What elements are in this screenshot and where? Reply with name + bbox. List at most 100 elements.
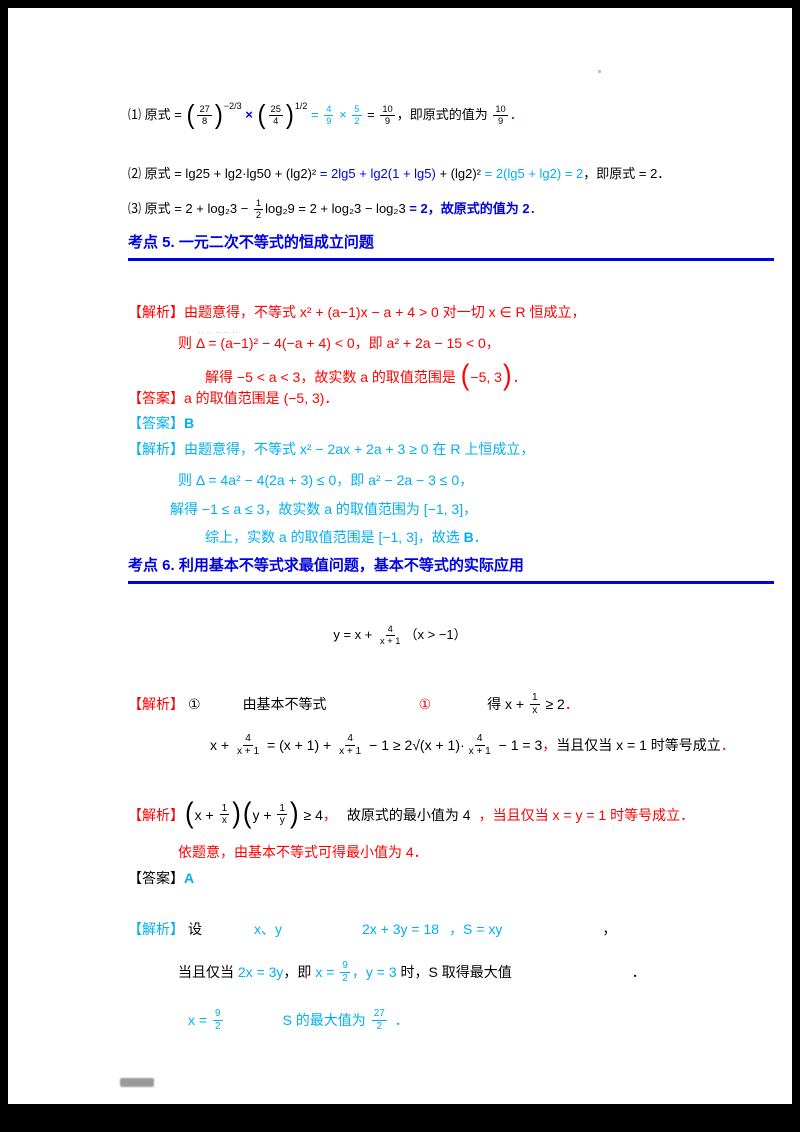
- big-paren: ): [285, 100, 294, 131]
- text-segment: + (lg2)²: [435, 166, 481, 181]
- document-page: [8, 8, 792, 1104]
- text-segment: − 1 ≥ 2: [365, 736, 413, 753]
- fraction-numerator: 4: [345, 733, 355, 746]
- fraction-denominator: 9: [384, 116, 391, 127]
- text-segment: 【答案】: [128, 415, 184, 431]
- text-segment: B: [463, 529, 474, 545]
- text-segment: ⑵ 原式 = lg25 + lg2·lg50 + (lg2)²: [128, 166, 317, 181]
- stray-mark: [598, 70, 601, 73]
- fraction-denominator: 8: [202, 116, 208, 127]
- text-segment: ≥ 4: [299, 806, 323, 823]
- answer-line-a: 【答案】 A: [128, 869, 194, 887]
- text-segment: 2x + 3y = 18: [362, 921, 440, 937]
- fraction-denominator: x + 1: [236, 745, 260, 757]
- calc-item-2: ⑵ 原式 = lg25 + lg2·lg50 + (lg2)² = 2lg5 +…: [128, 166, 670, 183]
- fraction: 27 2: [371, 1008, 387, 1032]
- text-segment: ．: [564, 695, 579, 712]
- analysis-cyan-4: 综上，实数 a 的取值范围是 [−1, 3]，故选 B ．: [205, 528, 488, 546]
- fraction-numerator: 4: [385, 624, 395, 636]
- analysis-cyan-3: 解得 −1 ≤ a ≤ 3，故实数 a 的取值范围为 [−1, 3]，: [170, 500, 477, 518]
- text-segment: ，当且仅当 x = y = 1 时等号成立．: [478, 806, 695, 823]
- text-segment: ．: [720, 736, 735, 753]
- fraction-denominator: 9: [326, 116, 332, 127]
- text-segment: 【解析】: [128, 806, 184, 823]
- text-segment: ．: [394, 1011, 409, 1028]
- text-segment: (x + 1)·: [419, 736, 465, 753]
- fraction-denominator: y: [279, 815, 285, 827]
- fraction: 25 4: [268, 104, 283, 127]
- fraction: 10 9: [380, 104, 395, 127]
- text-segment: =: [307, 107, 323, 123]
- fraction-numerator: 4: [324, 104, 334, 117]
- superscript: 1/2: [294, 101, 308, 111]
- text-segment: = (x + 1) +: [263, 736, 336, 753]
- text-segment: ，即原式 = 2．: [583, 166, 671, 181]
- text-segment: y = x +: [333, 626, 376, 642]
- big-paren: (: [185, 798, 194, 830]
- text-segment: ．: [512, 368, 527, 385]
- text-segment: ①: [418, 695, 432, 712]
- analysis-red-3: 解得 −5 < a < 3，故实数 a 的取值范围是 (−5, 3) ．: [205, 360, 527, 394]
- page-number-footer: [120, 1078, 154, 1087]
- text-segment: 【答案】: [128, 870, 184, 886]
- fraction-denominator: x + 1: [468, 745, 491, 757]
- text-segment: ，: [602, 921, 617, 937]
- text-segment: ．: [473, 529, 488, 545]
- fraction-denominator: 2: [255, 209, 262, 220]
- text-segment: 【解析】: [128, 921, 184, 937]
- fraction-denominator: x: [221, 815, 227, 827]
- answer-red: 【答案】a 的取值范围是 (−5, 3)．: [128, 389, 338, 407]
- fraction-numerator: 27: [371, 1008, 387, 1021]
- faint-artifact: ·· ·· ·· ·· ··: [198, 327, 238, 339]
- fraction-denominator: 2: [214, 1020, 221, 1032]
- topic-heading-6: 考点 6. 利用基本不等式求最值问题，基本不等式的实际应用: [128, 556, 774, 584]
- text-segment: log₂9 = 2 + log₂3 − log₂3: [265, 200, 406, 216]
- text-segment: ，: [322, 806, 337, 823]
- text-segment: x =: [188, 1011, 211, 1028]
- fraction-numerator: 5: [352, 104, 362, 117]
- text-segment: 当且仅当 x = 1 时等号成立: [556, 736, 721, 753]
- fraction-numerator: 10: [493, 104, 508, 117]
- big-paren: ): [214, 100, 223, 131]
- text-segment: 设: [188, 921, 202, 937]
- fraction-numerator: 4: [243, 733, 253, 746]
- text-segment: x =: [315, 963, 339, 980]
- fraction-numerator: 25: [268, 104, 283, 117]
- text-segment: ，S = xy: [449, 921, 503, 937]
- analysis3-line-1: 【解析】(x + 1 x)(y + 1 y) ≥ 4，故原式的最小值为 4 ，当且仅当…: [128, 798, 694, 832]
- topic-heading-5: 考点 5. 一元二次不等式的恒成立问题: [128, 233, 774, 261]
- answer-cyan: 【答案】 B: [128, 414, 194, 432]
- text-segment: = 2，故原式的值为 2: [405, 200, 530, 216]
- superscript: −2/3: [223, 101, 242, 111]
- analysis4-line-2: 当且仅当 2x = 3y ，即 x = 9 2 ，y = 3 时，S 取得最大值 ．: [178, 960, 646, 984]
- text-segment: 得 x +: [487, 695, 528, 712]
- analysis-cyan-1: 【解析】由题意得，不等式 x² − 2ax + 2a + 3 ≥ 0 在 R 上…: [128, 440, 534, 458]
- text-segment: x、y: [254, 921, 282, 937]
- big-paren: (: [257, 100, 266, 131]
- text-segment: =: [363, 107, 379, 123]
- text-segment: −5, 3: [470, 368, 502, 385]
- fraction-denominator: 9: [497, 116, 504, 127]
- fraction: 10 9: [493, 104, 508, 127]
- text-segment: ①: [188, 695, 201, 712]
- fraction-numerator: 10: [380, 104, 395, 117]
- fraction-denominator: 2: [354, 116, 360, 127]
- text-segment: 【答案】a 的取值范围是 (−5, 3)．: [128, 390, 339, 406]
- text-segment: （x > −1）: [404, 626, 467, 642]
- fraction-numerator: 9: [340, 960, 350, 973]
- text-segment: 依题意，由基本不等式可得最小值为 4．: [178, 844, 428, 860]
- fraction: 27 8: [197, 104, 212, 127]
- text-segment: 【解析】由题意得，不等式 x² + (a−1)x − a + 4 > 0 对一切…: [128, 304, 586, 320]
- text-segment: 考点 6. 利用基本不等式求最值问题，基本不等式的实际应用: [128, 557, 524, 574]
- big-paren: ): [232, 798, 241, 830]
- text-segment: 则 Δ = (a−1)² − 4(−a + 4) < 0，即 a² + 2a −…: [178, 335, 500, 351]
